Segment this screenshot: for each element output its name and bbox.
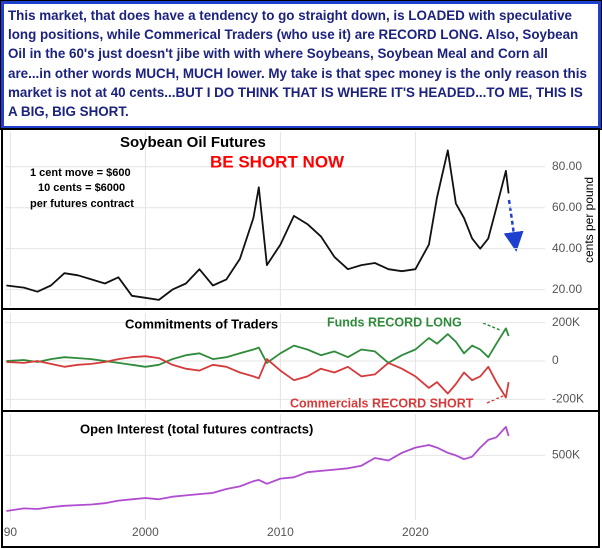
series-line <box>6 149 510 301</box>
header-text: This market, that does have a tendency t… <box>0 0 602 130</box>
annotation: 10 cents = $6000 <box>38 182 125 194</box>
annotation: 1 cent move = $600 <box>30 167 131 179</box>
series-line <box>6 355 510 399</box>
y-tick-label: 40.00 <box>552 241 582 255</box>
x-tick-label: 2010 <box>267 525 294 539</box>
y-tick-label: 80.00 <box>552 159 582 173</box>
funds-pointer <box>482 322 501 331</box>
y-tick-label: 500K <box>552 448 580 462</box>
commercials-pointer <box>486 395 504 404</box>
panel-title: Soybean Oil Futures <box>120 134 266 151</box>
y-axis-label: cents per pound <box>582 177 596 263</box>
annotation: Commercials RECORD SHORT <box>290 396 474 410</box>
annotation: per futures contract <box>30 198 134 210</box>
short-arrow <box>503 199 524 252</box>
frame <box>1 128 600 548</box>
x-tick-label: 2000 <box>132 525 159 539</box>
annotation: Funds RECORD LONG <box>327 315 462 329</box>
y-tick-label: 60.00 <box>552 200 582 214</box>
series-line <box>6 426 510 512</box>
x-tick-label: 2020 <box>402 525 429 539</box>
panel-title: Commitments of Traders <box>125 316 278 331</box>
y-tick-label: -200K <box>552 392 584 406</box>
x-tick-label: 90 <box>4 525 18 539</box>
y-tick-label: 20.00 <box>552 282 582 296</box>
panel-title: Open Interest (total futures contracts) <box>80 421 313 436</box>
y-tick-label: 200K <box>552 315 580 329</box>
annotation: BE SHORT NOW <box>210 152 345 171</box>
series-line <box>6 327 510 368</box>
y-tick-label: 0 <box>552 353 559 367</box>
